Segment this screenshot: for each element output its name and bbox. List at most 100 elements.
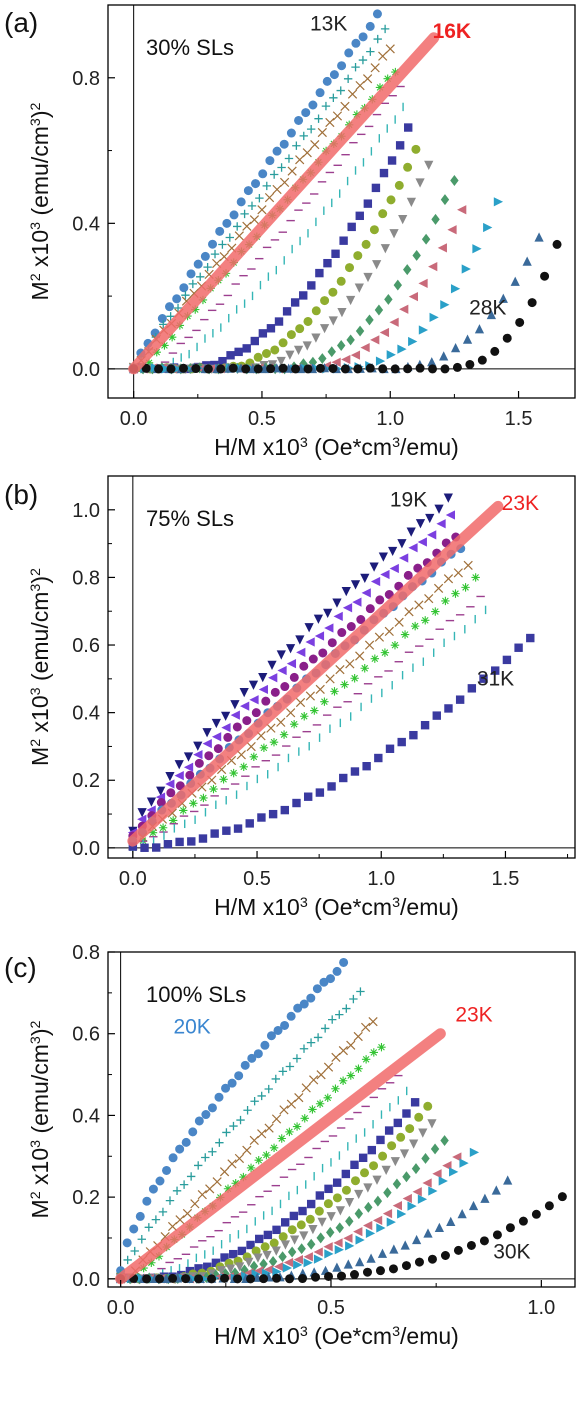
- data-point: [340, 680, 349, 689]
- data-point: [242, 221, 252, 231]
- data-point: [300, 1114, 309, 1123]
- data-point: [350, 1176, 360, 1186]
- data-point: [332, 1178, 342, 1187]
- data-point: [332, 598, 342, 608]
- data-point: [421, 233, 431, 245]
- data-point: [441, 596, 450, 606]
- data-point: [175, 781, 185, 791]
- data-point: [296, 647, 306, 658]
- data-point: [194, 1116, 204, 1126]
- data-point: [166, 788, 176, 798]
- data-point: [294, 115, 304, 125]
- data-point: [328, 1015, 337, 1024]
- data-point: [376, 1223, 386, 1233]
- data-point: [369, 562, 379, 572]
- x-axis-label: H/M x103 (Oe*cm3/emu): [214, 434, 459, 460]
- data-point: [230, 710, 240, 720]
- data-point: [346, 1071, 355, 1080]
- data-point: [276, 717, 286, 727]
- data-point: [272, 146, 282, 156]
- data-point: [353, 251, 363, 261]
- data-point: [264, 1123, 274, 1133]
- data-point: [214, 1092, 224, 1102]
- data-point: [266, 364, 276, 374]
- data-point: [354, 283, 364, 293]
- data-point: [225, 1264, 236, 1274]
- data-point: [439, 351, 449, 361]
- data-point: [367, 1145, 377, 1155]
- data-point: [423, 1101, 433, 1111]
- data-point: [294, 1093, 304, 1103]
- data-point: [411, 1163, 421, 1175]
- data-point: [477, 355, 487, 365]
- data-point: [278, 1067, 288, 1076]
- data-point: [208, 1147, 217, 1156]
- data-point: [236, 750, 246, 760]
- data-point: [174, 771, 184, 781]
- series-2: [129, 24, 390, 372]
- data-point: [274, 317, 284, 326]
- data-point: [209, 784, 218, 794]
- data-point: [315, 363, 325, 373]
- data-point: [293, 1260, 303, 1270]
- data-point: [389, 317, 399, 327]
- data-point: [234, 1153, 245, 1164]
- data-point: [322, 76, 332, 86]
- data-point: [414, 600, 424, 610]
- x-tick-label: 0.5: [248, 408, 276, 430]
- data-point: [350, 674, 359, 683]
- data-point: [198, 834, 208, 843]
- series-14: [116, 1192, 567, 1284]
- data-point: [315, 788, 325, 797]
- data-point: [299, 1044, 309, 1053]
- data-point: [239, 1172, 248, 1182]
- data-point: [401, 1261, 411, 1271]
- data-point: [299, 661, 309, 671]
- data-point: [282, 307, 292, 316]
- data-point: [266, 324, 276, 333]
- data-point: [200, 251, 210, 261]
- data-point: [193, 749, 203, 760]
- data-point: [314, 1206, 324, 1216]
- data-point: [361, 1022, 371, 1032]
- data-point: [370, 576, 381, 587]
- data-point: [157, 314, 167, 324]
- data-point: [318, 353, 327, 365]
- data-point: [283, 1257, 294, 1268]
- x-tick-label: 0.0: [119, 868, 147, 890]
- data-point: [313, 1254, 324, 1264]
- data-point: [181, 1137, 191, 1147]
- data-point: [415, 519, 426, 529]
- data-point: [362, 761, 371, 771]
- data-point: [315, 88, 325, 98]
- data-point: [427, 1254, 437, 1264]
- data-point: [277, 665, 287, 676]
- data-point: [317, 127, 327, 138]
- data-point: [363, 199, 373, 208]
- data-point: [323, 1062, 334, 1072]
- data-point: [498, 293, 508, 303]
- data-point: [341, 354, 351, 365]
- data-point: [327, 346, 336, 358]
- data-point: [168, 1153, 178, 1163]
- data-point: [279, 139, 289, 149]
- data-point: [194, 1274, 204, 1284]
- data-point: [344, 48, 354, 58]
- data-point: [172, 294, 182, 304]
- data-point: [258, 672, 268, 683]
- data-point: [163, 840, 173, 849]
- data-point: [292, 1054, 302, 1063]
- data-point: [325, 974, 335, 984]
- data-points: [128, 9, 562, 375]
- data-point: [444, 704, 453, 713]
- data-point: [221, 711, 231, 721]
- data-point: [269, 170, 279, 179]
- data-point: [403, 570, 413, 580]
- data-point: [272, 1225, 281, 1235]
- data-point: [347, 89, 358, 99]
- data-point: [303, 792, 313, 801]
- data-point: [361, 1055, 371, 1064]
- data-point: [202, 728, 212, 738]
- data-point: [148, 828, 158, 837]
